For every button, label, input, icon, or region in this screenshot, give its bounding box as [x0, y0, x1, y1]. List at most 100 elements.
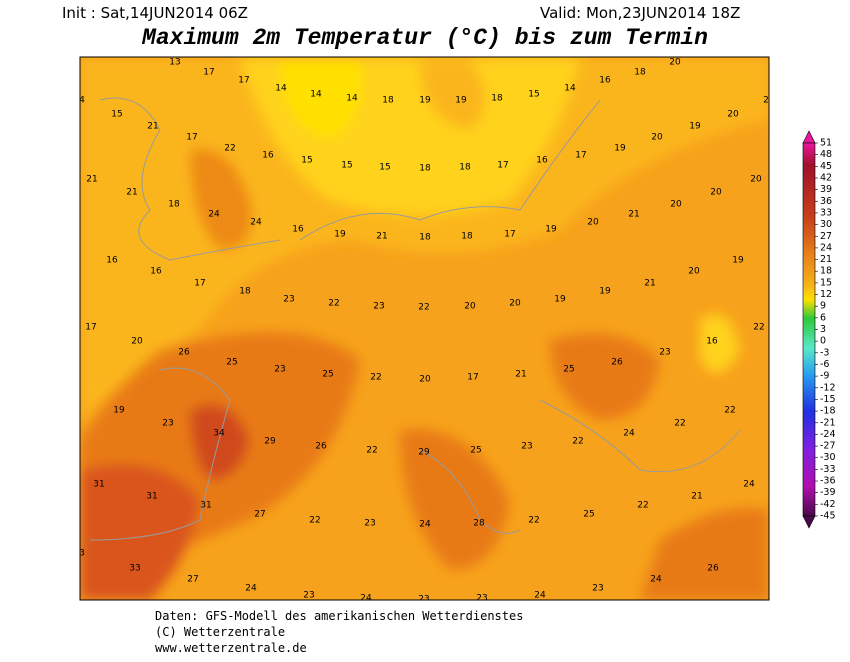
- temperature-label: 16: [706, 337, 718, 347]
- zone-italy: [400, 428, 510, 570]
- colorbar-label: -45: [820, 511, 836, 522]
- temperature-label: 17: [504, 230, 515, 240]
- temperature-label: 17: [203, 68, 214, 78]
- valid-time: Valid: Mon,23JUN2014 18Z: [540, 4, 740, 22]
- colorbar-label: -3: [820, 347, 829, 358]
- temperature-label: 23: [476, 594, 487, 604]
- temperature-label: 20: [419, 375, 431, 385]
- colorbar-top-arrow: [802, 130, 816, 144]
- temperature-label: 19: [419, 96, 431, 106]
- colorbar-label: 21: [820, 254, 832, 265]
- temperature-label: 14: [346, 94, 358, 104]
- temperature-label: 22: [724, 406, 735, 416]
- temperature-label: 20: [710, 188, 722, 198]
- temperature-label: 21: [147, 122, 158, 132]
- temperature-label: 23: [162, 419, 173, 429]
- temperature-label: 19: [113, 406, 125, 416]
- temperature-label: 34: [213, 429, 225, 439]
- temperature-label: 20: [727, 110, 739, 120]
- temperature-label: 20: [670, 200, 682, 210]
- temperature-label: 20: [131, 337, 143, 347]
- temperature-label: 26: [611, 358, 623, 368]
- temperature-label: 25: [322, 370, 333, 380]
- temperature-label: 24: [360, 594, 372, 604]
- temperature-label: 18: [419, 233, 431, 243]
- temperature-label: 16: [599, 76, 611, 86]
- coast-north: [299, 99, 601, 241]
- colorbar-label: -30: [820, 452, 836, 463]
- temperature-label: 17: [238, 76, 249, 86]
- temperature-label: 24: [650, 575, 662, 585]
- temperature-label: 17: [467, 373, 478, 383]
- colorbar-label: -36: [820, 476, 836, 487]
- zone-warm-north: [420, 60, 485, 130]
- colorbar-label: -21: [820, 417, 836, 428]
- colorbar-label: -15: [820, 394, 836, 405]
- temperature-label: 26: [178, 348, 190, 358]
- temperature-label: 13: [169, 58, 180, 68]
- map-title: Maximum 2m Temperatur (°C) bis zum Termi…: [141, 25, 708, 51]
- temperature-label: 29: [418, 448, 430, 458]
- temperature-label: 19: [599, 287, 611, 297]
- colorbar-label: -39: [820, 487, 836, 498]
- footer-source: Daten: GFS-Modell des amerikanischen Wet…: [155, 609, 523, 623]
- temperature-label: 22: [637, 501, 648, 511]
- temperature-label: 23: [373, 302, 384, 312]
- map-frame: [79, 56, 770, 601]
- colorbar-label: 15: [820, 277, 832, 288]
- temperature-label: 19: [455, 96, 467, 106]
- colorbar-label: 30: [820, 219, 832, 230]
- temperature-label: 23: [303, 591, 314, 601]
- temperature-label: 16: [262, 151, 274, 161]
- temperature-label: 25: [563, 365, 574, 375]
- colorbar-label: 36: [820, 196, 832, 207]
- temperature-label: 17: [194, 279, 205, 289]
- init-time: Init : Sat,14JUN2014 06Z: [62, 4, 248, 22]
- colorbar-label: 27: [820, 231, 832, 242]
- temperature-label: 21: [126, 188, 137, 198]
- temperature-label: 23: [364, 519, 375, 529]
- coastlines: [89, 97, 741, 541]
- temperature-label: 16: [106, 256, 118, 266]
- colorbar-label: 24: [820, 242, 832, 253]
- temperature-label: 24: [623, 429, 635, 439]
- temperature-label: 31: [93, 480, 104, 490]
- temperature-label: 20: [651, 133, 663, 143]
- footer-url: www.wetterzentrale.de: [155, 641, 307, 655]
- temperature-label: 33: [129, 564, 140, 574]
- temperature-label: 19: [334, 230, 346, 240]
- temperature-label: 27: [187, 575, 198, 585]
- temperature-label: 23: [418, 595, 429, 605]
- temperature-label: 15: [379, 163, 390, 173]
- footer-copyright: (C) Wetterzentrale: [155, 625, 285, 639]
- colorbar-label: 39: [820, 184, 832, 195]
- temperature-label: 19: [554, 295, 566, 305]
- zone-balkan: [550, 333, 660, 420]
- zone-iberia-s: [80, 464, 200, 600]
- colorbar-label: 9: [820, 301, 826, 312]
- colorbar-label: -6: [820, 359, 829, 370]
- temperature-label: 18: [382, 96, 394, 106]
- temperature-label: 23: [659, 348, 670, 358]
- coast-italy: [419, 449, 521, 534]
- field-shading: [80, 57, 769, 600]
- temperature-label: 15: [528, 90, 539, 100]
- temperature-label: 21: [691, 492, 702, 502]
- colorbar-label: 3: [820, 324, 826, 335]
- temperature-label: 21: [376, 232, 387, 242]
- temperature-label: 29: [264, 437, 276, 447]
- temperature-label: 17: [575, 151, 586, 161]
- temperature-label: 17: [497, 161, 508, 171]
- colorbar-label: 0: [820, 336, 826, 347]
- temperature-label: 20: [688, 267, 700, 277]
- temperature-label: 23: [283, 295, 294, 305]
- temperature-label: 25: [470, 446, 481, 456]
- temperature-label: 24: [250, 218, 262, 228]
- temperature-label: 16: [150, 267, 162, 277]
- temperature-label: 17: [85, 323, 96, 333]
- temperature-label: 22: [418, 303, 429, 313]
- temperature-label: 19: [732, 256, 744, 266]
